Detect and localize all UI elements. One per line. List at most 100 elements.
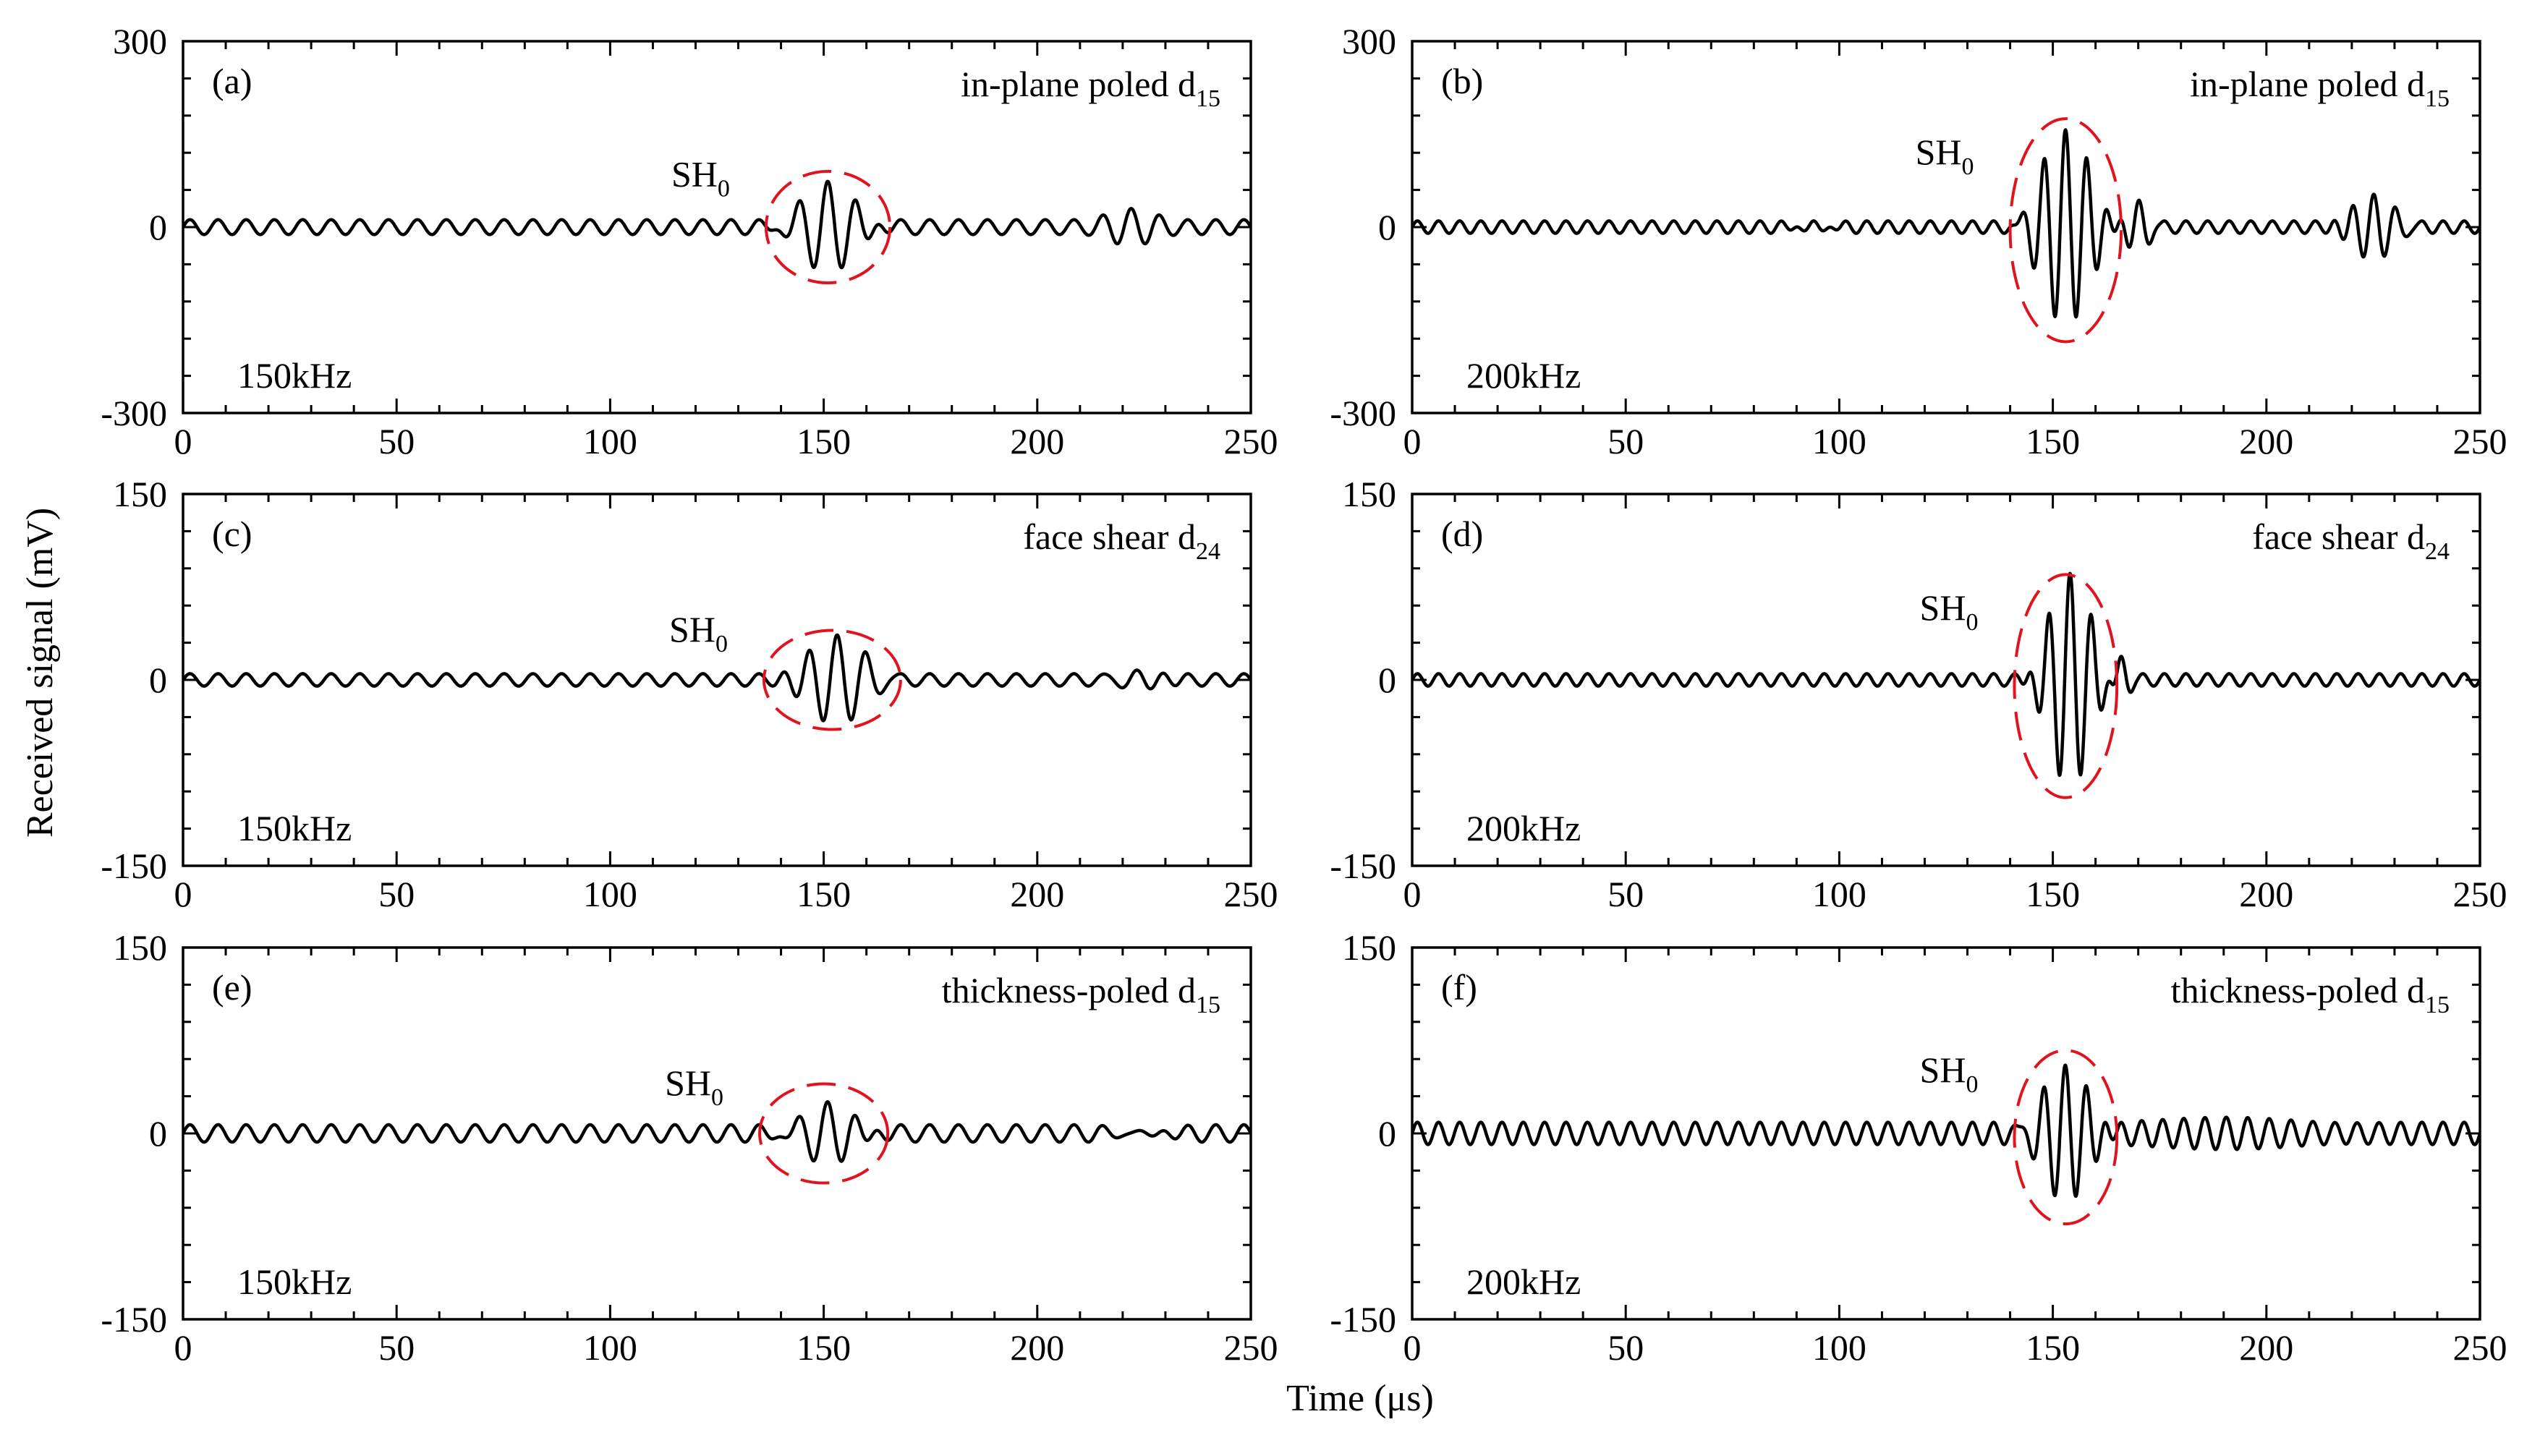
y-tick-label: 0: [149, 207, 167, 247]
mode-label-sub: 24: [2425, 538, 2450, 565]
x-tick-label: 200: [1010, 1327, 1064, 1368]
mode-label-main: in-plane poled d: [2190, 64, 2425, 104]
x-tick-label: 0: [1403, 1327, 1422, 1368]
y-tick-label: 150: [1342, 927, 1396, 968]
x-tick-label: 0: [174, 1327, 192, 1368]
y-tick-label: -150: [1330, 1299, 1396, 1340]
y-tick-label: 0: [149, 1113, 167, 1154]
sh0-wave-label: SH0: [1920, 1050, 1979, 1098]
sh0-highlight-ellipse: [2013, 1049, 2119, 1226]
x-tick-label: 50: [378, 1327, 415, 1368]
panel-label: (b): [1441, 61, 1483, 101]
y-tick-label: -150: [1330, 846, 1396, 886]
sh0-wave-label-main: SH: [671, 153, 718, 194]
x-axis-title: Time (μs): [1286, 1378, 1434, 1419]
x-tick-label: 150: [797, 421, 851, 461]
x-tick-label: 0: [174, 874, 192, 914]
y-tick-label: 150: [113, 927, 167, 968]
x-tick-label: 250: [2453, 421, 2507, 461]
x-tick-label: 50: [1607, 1327, 1644, 1368]
x-tick-label: 250: [1224, 421, 1278, 461]
mode-label-main: thickness-poled d: [942, 970, 1196, 1010]
mode-label-main: face shear d: [1023, 516, 1196, 557]
y-tick-label: 0: [1378, 660, 1396, 700]
sh0-wave-label-main: SH: [1916, 132, 1962, 172]
x-tick-label: 200: [1010, 874, 1064, 914]
sh0-wave-label: SH0: [669, 609, 728, 657]
sh0-highlight-ellipse: [758, 1082, 890, 1185]
panel-label: (a): [212, 61, 252, 101]
signal-line: [183, 633, 1251, 723]
sh0-wave-label-sub: 0: [1966, 609, 1978, 636]
x-tick-label: 200: [1010, 421, 1064, 461]
frequency-label: 200kHz: [1466, 355, 1581, 396]
sh0-highlight-ellipse: [762, 629, 902, 731]
sh0-wave-label: SH0: [671, 153, 730, 202]
y-axis-title: Received signal (mV): [20, 508, 61, 838]
mode-label-main: thickness-poled d: [2171, 970, 2425, 1010]
x-tick-label: 250: [2453, 1327, 2507, 1368]
x-tick-label: 150: [797, 1327, 851, 1368]
y-tick-label: -150: [101, 846, 167, 886]
x-tick-label: 250: [1224, 1327, 1278, 1368]
x-tick-label: 50: [378, 421, 415, 461]
panel-label: (f): [1441, 967, 1477, 1008]
x-tick-label: 150: [797, 874, 851, 914]
sh0-wave-label-sub: 0: [1966, 1071, 1978, 1098]
x-tick-label: 250: [2453, 874, 2507, 914]
x-tick-label: 100: [583, 421, 637, 461]
sh0-wave-label: SH0: [1916, 132, 1974, 180]
mode-label-main: in-plane poled d: [961, 64, 1196, 104]
y-tick-label: -150: [101, 1299, 167, 1340]
y-tick-label: 150: [113, 474, 167, 514]
mode-label-main: face shear d: [2252, 516, 2425, 557]
sh0-highlight-ellipse: [764, 169, 892, 285]
x-tick-label: 50: [1607, 874, 1644, 914]
frequency-label: 150kHz: [237, 808, 352, 848]
signal-line: [1412, 1063, 2480, 1199]
mode-label-sub: 15: [2425, 85, 2450, 112]
frequency-label: 200kHz: [1466, 1261, 1581, 1302]
y-tick-label: 300: [113, 21, 167, 61]
y-tick-label: -300: [1330, 393, 1396, 433]
x-tick-label: 100: [1812, 421, 1866, 461]
x-tick-label: 200: [2239, 421, 2293, 461]
x-tick-label: 100: [583, 874, 637, 914]
sh0-wave-label-sub: 0: [1962, 153, 1974, 180]
x-tick-label: 200: [2239, 1327, 2293, 1368]
panel-label: (c): [212, 514, 252, 554]
signal-line: [183, 179, 1251, 270]
mode-label: thickness-poled d15: [2171, 970, 2450, 1018]
sh0-highlight-ellipse: [2008, 117, 2123, 344]
frequency-label: 200kHz: [1466, 808, 1581, 848]
x-tick-label: 150: [2026, 421, 2080, 461]
mode-label: face shear d24: [1023, 516, 1220, 565]
signal-line: [183, 1100, 1251, 1163]
x-tick-label: 100: [1812, 874, 1866, 914]
frequency-label: 150kHz: [237, 1261, 352, 1302]
mode-label: in-plane poled d15: [2190, 64, 2450, 112]
y-tick-label: 300: [1342, 21, 1396, 61]
mode-label: in-plane poled d15: [961, 64, 1220, 112]
sh0-wave-label-sub: 0: [715, 631, 728, 657]
y-tick-label: -300: [101, 393, 167, 433]
mode-label: thickness-poled d15: [942, 970, 1220, 1018]
x-tick-label: 0: [1403, 421, 1422, 461]
x-tick-label: 0: [1403, 874, 1422, 914]
x-tick-label: 150: [2026, 874, 2080, 914]
sh0-wave-label-sub: 0: [718, 175, 730, 202]
y-tick-label: 0: [1378, 1113, 1396, 1154]
y-tick-label: 0: [149, 660, 167, 700]
x-tick-label: 100: [1812, 1327, 1866, 1368]
x-tick-label: 200: [2239, 874, 2293, 914]
sh0-wave-label-main: SH: [1920, 1050, 1966, 1090]
y-tick-label: 150: [1342, 474, 1396, 514]
x-tick-label: 0: [174, 421, 192, 461]
